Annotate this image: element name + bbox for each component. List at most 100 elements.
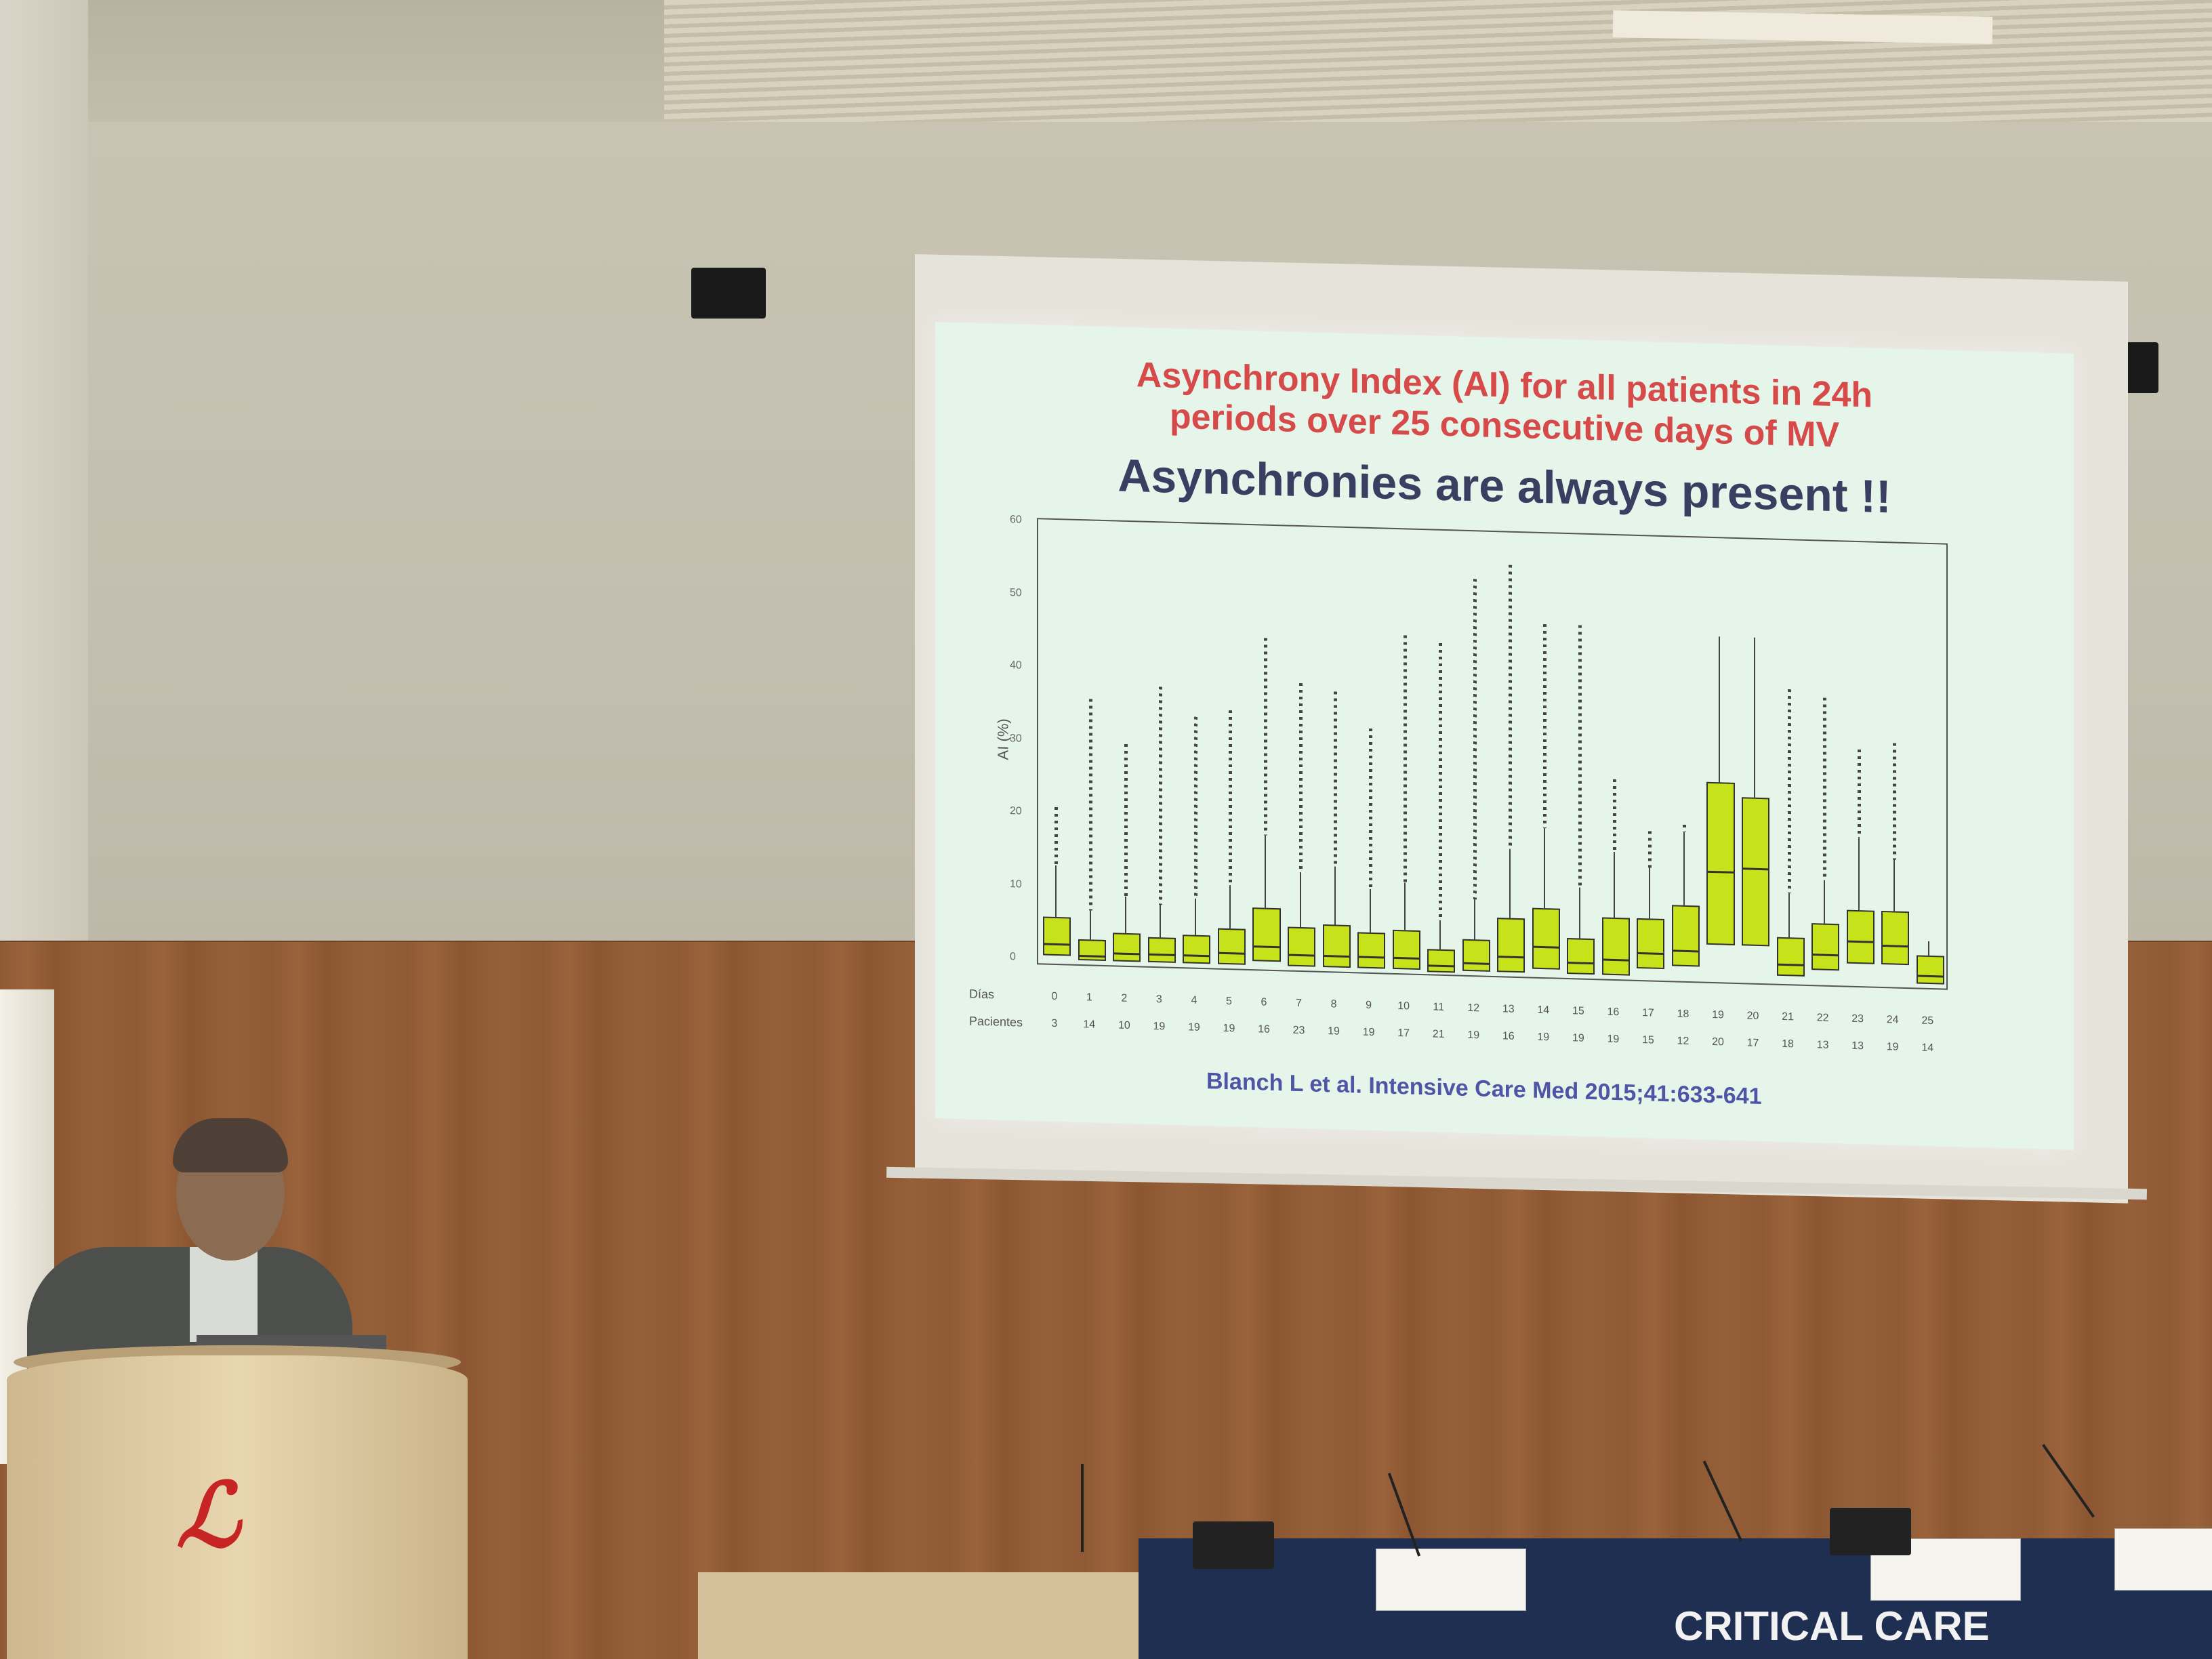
whisker-day-9: [1369, 888, 1371, 933]
patients-tick-label: 12: [1677, 1035, 1689, 1048]
day-tick-label: 5: [1226, 995, 1232, 1008]
day-tick-label: 25: [1921, 1015, 1934, 1027]
box-day-7: [1287, 926, 1316, 967]
day-tick-label: 16: [1607, 1006, 1620, 1019]
whisker-day-18: [1683, 832, 1685, 905]
y-tick-label: 10: [1010, 878, 1022, 890]
outliers-day-8: [1334, 691, 1338, 867]
day-tick-label: 20: [1746, 1010, 1759, 1022]
y-tick-label: 20: [1010, 805, 1022, 817]
outliers-day-7: [1298, 682, 1303, 873]
box-day-3: [1147, 937, 1176, 963]
outliers-day-14: [1543, 624, 1547, 829]
patients-tick-label: 17: [1397, 1027, 1410, 1040]
median-line: [1184, 954, 1210, 958]
patients-tick-label: 14: [1083, 1019, 1096, 1031]
outliers-day-4: [1193, 716, 1197, 899]
day-tick-label: 8: [1330, 998, 1337, 1010]
day-tick-label: 21: [1782, 1010, 1794, 1023]
median-line: [1778, 963, 1803, 966]
y-tick-label: 30: [1010, 732, 1022, 745]
patients-tick-label: 19: [1328, 1025, 1340, 1038]
outliers-day-15: [1578, 625, 1582, 888]
median-line: [1218, 951, 1244, 955]
box-day-13: [1497, 918, 1525, 972]
box-day-23: [1846, 909, 1875, 964]
patients-tick-label: 13: [1816, 1039, 1829, 1051]
whisker-day-2: [1124, 897, 1126, 933]
box-day-4: [1183, 935, 1211, 964]
outliers-day-1: [1089, 699, 1093, 911]
outliers-day-24: [1892, 743, 1896, 860]
left-wall: [0, 0, 88, 1017]
median-line: [1847, 940, 1873, 943]
box-day-25: [1916, 955, 1944, 985]
box-day-16: [1601, 917, 1630, 976]
day-tick-label: 3: [1155, 994, 1162, 1006]
y-tick-label: 0: [1010, 951, 1016, 963]
outliers-day-23: [1858, 750, 1862, 838]
day-tick-label: 22: [1816, 1012, 1829, 1024]
whisker-day-11: [1439, 920, 1441, 949]
day-tick-label: 4: [1191, 994, 1197, 1006]
whisker-day-10: [1404, 882, 1406, 930]
whisker-day-25: [1928, 941, 1930, 956]
outliers-day-9: [1368, 729, 1372, 889]
patients-tick-label: 16: [1502, 1030, 1515, 1042]
median-line: [1917, 975, 1943, 978]
projected-slide: Asynchrony Index (AI) for all patients i…: [935, 322, 2074, 1150]
day-tick-label: 17: [1642, 1007, 1654, 1019]
whisker-day-23: [1858, 837, 1860, 910]
banner-text: CRITICAL CARE: [1674, 1603, 1990, 1649]
median-line: [1149, 953, 1174, 956]
patients-tick-label: 10: [1118, 1019, 1130, 1032]
box-day-24: [1881, 910, 1910, 965]
patients-tick-label: 17: [1746, 1037, 1759, 1049]
day-tick-label: 11: [1433, 1001, 1444, 1013]
whisker-day-4: [1194, 898, 1196, 935]
median-line: [1638, 952, 1664, 956]
median-line: [1533, 945, 1559, 949]
median-line: [1708, 870, 1734, 874]
patients-tick-label: 13: [1851, 1040, 1864, 1052]
whisker-day-5: [1229, 884, 1231, 929]
box-day-18: [1671, 904, 1700, 967]
patients-tick-label: 19: [1886, 1041, 1899, 1053]
y-tick-label: 60: [1010, 514, 1022, 526]
box-day-2: [1113, 933, 1141, 962]
whisker-day-14: [1544, 828, 1546, 909]
box-day-0: [1043, 916, 1071, 956]
whisker-day-12: [1474, 899, 1476, 939]
patients-row-label: Pacientes: [969, 1014, 1023, 1029]
median-line: [1254, 945, 1279, 948]
median-line: [1044, 943, 1070, 946]
whisker-day-15: [1578, 887, 1580, 939]
whisker-day-16: [1614, 852, 1616, 918]
whisker-day-22: [1823, 880, 1825, 924]
day-tick-label: 12: [1467, 1002, 1480, 1015]
day-tick-label: 13: [1502, 1003, 1515, 1015]
table-monitor-1: [1193, 1521, 1274, 1569]
patients-tick-label: 19: [1153, 1020, 1166, 1033]
median-line: [1673, 949, 1698, 953]
days-row-label: Días: [969, 987, 995, 1002]
median-line: [1324, 954, 1349, 958]
y-tick-label: 40: [1010, 659, 1022, 672]
box-day-5: [1217, 928, 1246, 965]
whisker-day-6: [1265, 835, 1266, 908]
day-tick-label: 1: [1086, 991, 1092, 1004]
outliers-day-16: [1613, 779, 1617, 853]
median-line: [1883, 944, 1908, 947]
patients-tick-label: 14: [1921, 1042, 1934, 1054]
median-line: [1498, 956, 1524, 959]
table-monitor-2: [1830, 1508, 1911, 1555]
speaker-shirt: [190, 1247, 258, 1342]
patients-tick-label: 19: [1572, 1032, 1584, 1044]
whisker-day-8: [1334, 865, 1336, 925]
outliers-day-6: [1264, 638, 1267, 836]
outliers-day-11: [1438, 642, 1442, 920]
podium-logo: ℒ: [176, 1468, 240, 1565]
median-line: [1359, 955, 1385, 958]
box-day-6: [1252, 907, 1281, 962]
day-tick-label: 6: [1261, 996, 1267, 1008]
